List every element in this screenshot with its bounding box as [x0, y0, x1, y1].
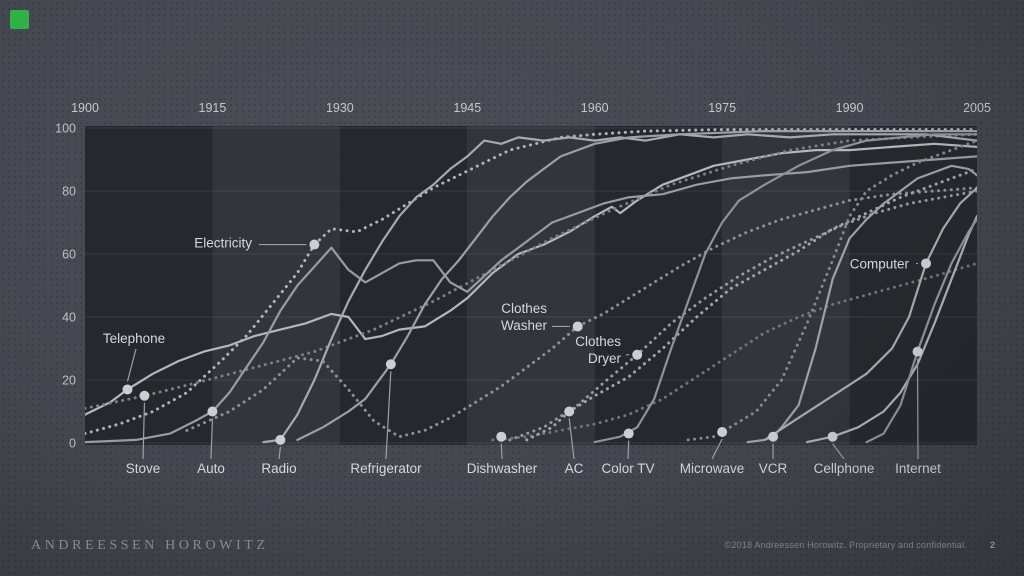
series-line-internet	[865, 218, 977, 444]
series-label-clothes-dryer: Clothes	[575, 334, 621, 349]
y-tick-label: 0	[69, 437, 76, 451]
x-tick-label: 1915	[199, 101, 227, 115]
series-label-stove: Stove	[126, 461, 161, 476]
decade-band	[849, 126, 977, 445]
marker-color-tv	[623, 428, 634, 439]
marker-ac	[564, 406, 575, 417]
marker-internet	[912, 346, 923, 357]
decade-band	[467, 126, 595, 445]
marker-computer	[921, 258, 932, 269]
leader-dishwasher	[500, 443, 503, 460]
series-line-refrigerator	[296, 130, 977, 441]
marker-dishwasher	[496, 431, 507, 442]
marker-radio	[275, 434, 286, 445]
y-tick-label: 60	[62, 248, 76, 262]
series-label-clothes-dryer: Dryer	[588, 351, 622, 366]
series-group	[85, 128, 977, 444]
series-label-internet: Internet	[895, 461, 941, 476]
x-tick-label: 1900	[71, 101, 99, 115]
series-line-color-tv	[593, 133, 977, 444]
marker-vcr	[768, 431, 779, 442]
x-tick-label: 1930	[326, 101, 354, 115]
marker-cellphone	[827, 431, 838, 442]
y-tick-label: 20	[62, 374, 76, 388]
leader-cellphone	[832, 443, 845, 460]
decade-band	[212, 126, 340, 445]
series-label-vcr: VCR	[759, 461, 788, 476]
series-label-ac: AC	[565, 461, 584, 476]
marker-telephone	[122, 384, 133, 395]
decade-band	[339, 126, 468, 445]
marker-clothes-dryer	[632, 349, 643, 360]
leader-radio	[278, 446, 281, 460]
series-label-clothes-washer: Clothes	[501, 301, 547, 316]
marker-electricity	[309, 239, 320, 250]
series-label-color-tv: Color TV	[601, 461, 654, 476]
series-line-clothes-washer	[185, 186, 977, 439]
green-status-indicator	[10, 10, 29, 29]
y-tick-label: 80	[62, 185, 76, 199]
decade-band	[85, 126, 213, 445]
marker-stove	[139, 390, 150, 401]
leader-telephone	[126, 348, 137, 382]
leader-color-tv	[627, 440, 630, 460]
marker-microwave	[717, 426, 728, 437]
series-line-dishwasher	[491, 261, 977, 442]
series-line-auto	[85, 155, 977, 444]
series-line-electricity	[85, 128, 977, 436]
marker-refrigerator	[385, 359, 396, 370]
series-label-clothes-washer: Washer	[501, 318, 548, 333]
copyright-text: ©2018 Andreessen Horowitz. Proprietary a…	[724, 540, 967, 550]
series-label-computer: Computer	[850, 257, 910, 272]
marker-clothes-washer	[572, 321, 583, 332]
leader-microwave	[711, 438, 723, 460]
series-label-auto: Auto	[197, 461, 225, 476]
series-label-radio: Radio	[261, 461, 296, 476]
x-tick-label: 1990	[836, 101, 864, 115]
series-label-refrigerator: Refrigerator	[350, 461, 422, 476]
decade-band	[594, 126, 723, 445]
leader-refrigerator	[385, 371, 392, 460]
x-tick-label: 1945	[453, 101, 481, 115]
series-label-cellphone: Cellphone	[814, 461, 875, 476]
page-number: 2	[989, 540, 995, 550]
marker-auto	[207, 406, 218, 417]
x-tick-label: 1960	[581, 101, 609, 115]
series-label-microwave: Microwave	[680, 461, 745, 476]
leader-stove	[142, 402, 146, 460]
decade-band	[722, 126, 850, 445]
leader-ac	[568, 418, 575, 460]
series-line-stove	[85, 132, 977, 410]
x-tick-label: 2005	[963, 101, 991, 115]
series-line-computer	[763, 186, 977, 441]
leader-auto	[210, 418, 214, 460]
andreessen-horowitz-wordmark: ANDREESSEN HOROWITZ	[31, 538, 269, 553]
series-label-electricity: Electricity	[194, 236, 252, 251]
series-line-radio	[262, 133, 977, 444]
y-tick-label: 40	[62, 311, 76, 325]
x-tick-label: 1975	[708, 101, 736, 115]
y-tick-label: 100	[55, 122, 76, 136]
series-label-telephone: Telephone	[103, 331, 165, 346]
series-line-ac	[525, 167, 977, 442]
series-label-dishwasher: Dishwasher	[467, 461, 538, 476]
